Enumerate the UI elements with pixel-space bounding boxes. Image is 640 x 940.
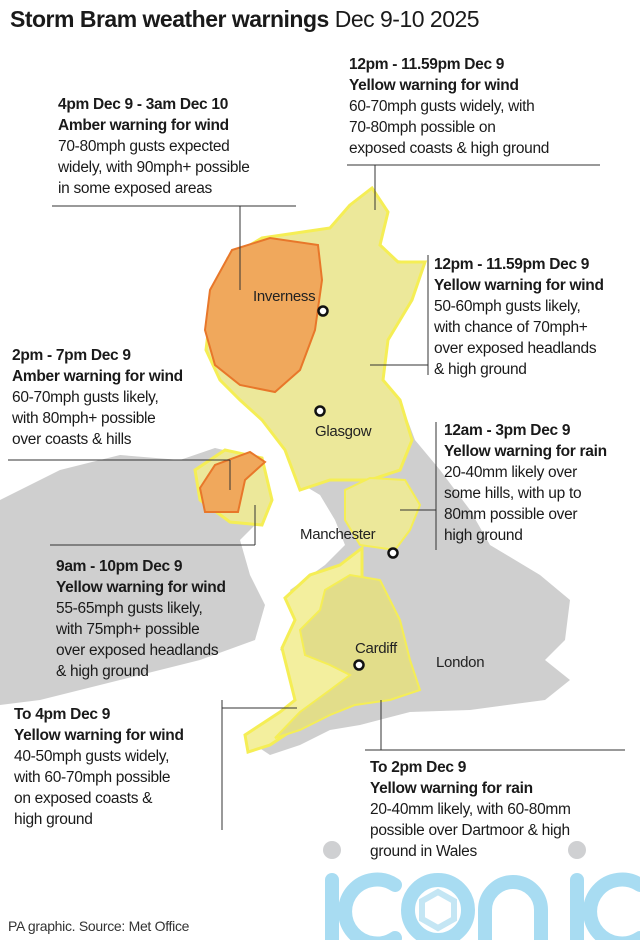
city-label-manchester: Manchester	[300, 526, 376, 543]
warning-heading: Amber warning for wind	[58, 117, 229, 134]
source-footer: PA graphic. Source: Met Office	[8, 918, 190, 934]
iconic-logo-watermark	[323, 841, 640, 940]
warning-time: 12pm - 11.59pm Dec 9	[349, 56, 505, 73]
warning-detail: 20-40mm likely, with 60-80mm possible ov…	[370, 801, 571, 860]
warning-heading: Yellow warning for rain	[370, 780, 533, 797]
warning-time: 4pm Dec 9 - 3am Dec 10	[58, 96, 229, 113]
glasgow-dot	[314, 405, 326, 417]
yellow-rain-wales-southwest	[274, 573, 422, 739]
yellow-rain-north-england	[344, 476, 422, 552]
warning-yellow-wind-scotland: 12pm - 11.59pm Dec 9 Yellow warning for w…	[434, 254, 604, 380]
warning-time: To 2pm Dec 9	[370, 759, 467, 776]
warning-time: 9am - 10pm Dec 9	[56, 558, 183, 575]
warning-detail: 60-70mph gusts likely, with 80mph+ possi…	[12, 389, 159, 448]
warning-heading: Yellow warning for wind	[434, 277, 604, 294]
amber-wind-northern-ireland	[198, 450, 267, 513]
warning-detail: 55-65mph gusts likely, with 75mph+ possi…	[56, 600, 219, 680]
warning-amber-wind-scotland: 4pm Dec 9 - 3am Dec 10 Amber warning for …	[58, 94, 250, 199]
warning-detail: 50-60mph gusts likely, with chance of 70…	[434, 298, 597, 378]
city-label-glasgow: Glasgow	[315, 423, 372, 440]
city-label-cardiff: Cardiff	[355, 640, 397, 657]
warning-heading: Yellow warning for wind	[56, 579, 226, 596]
warning-yellow-rain-southwest: To 2pm Dec 9 Yellow warning for rain 20-40…	[370, 757, 571, 862]
warning-heading: Amber warning for wind	[12, 368, 183, 385]
amber-wind-scotland	[203, 236, 324, 394]
warning-detail: 40-50mph gusts widely, with 60-70mph pos…	[14, 748, 171, 828]
ireland-land	[0, 448, 270, 705]
city-label-inverness: Inverness	[253, 288, 316, 305]
warning-yellow-rain-north: 12am - 3pm Dec 9 Yellow warning for rain 2…	[444, 420, 607, 546]
warning-heading: Yellow warning for wind	[349, 77, 519, 94]
warning-detail: 20-40mm likely over some hills, with up …	[444, 464, 582, 544]
cardiff-dot	[353, 659, 365, 671]
manchester-dot	[387, 547, 399, 559]
warning-time: To 4pm Dec 9	[14, 706, 111, 723]
warning-heading: Yellow warning for wind	[14, 727, 184, 744]
warning-heading: Yellow warning for rain	[444, 443, 607, 460]
warning-amber-wind-ni: 2pm - 7pm Dec 9 Amber warning for wind 60-…	[12, 345, 183, 450]
warning-time: 2pm - 7pm Dec 9	[12, 347, 131, 364]
warning-yellow-wind-north: 12pm - 11.59pm Dec 9 Yellow warning for w…	[349, 54, 549, 159]
page-title: Storm Bram weather warnings Dec 9-10 202…	[10, 6, 480, 33]
inverness-dot	[317, 305, 329, 317]
warning-detail: 70-80mph gusts expected widely, with 90m…	[58, 138, 250, 197]
warning-detail: 60-70mph gusts widely, with 70-80mph pos…	[349, 98, 550, 157]
title-bold: Storm Bram weather warnings	[10, 6, 329, 32]
warning-yellow-wind-southwest: To 4pm Dec 9 Yellow warning for wind 40-50…	[14, 704, 184, 830]
warning-time: 12am - 3pm Dec 9	[444, 422, 571, 439]
city-label-london: London	[436, 654, 485, 671]
warning-time: 12pm - 11.59pm Dec 9	[434, 256, 590, 273]
warning-yellow-wind-ni: 9am - 10pm Dec 9 Yellow warning for wind 5…	[56, 556, 226, 682]
title-dates: Dec 9-10 2025	[334, 6, 480, 32]
